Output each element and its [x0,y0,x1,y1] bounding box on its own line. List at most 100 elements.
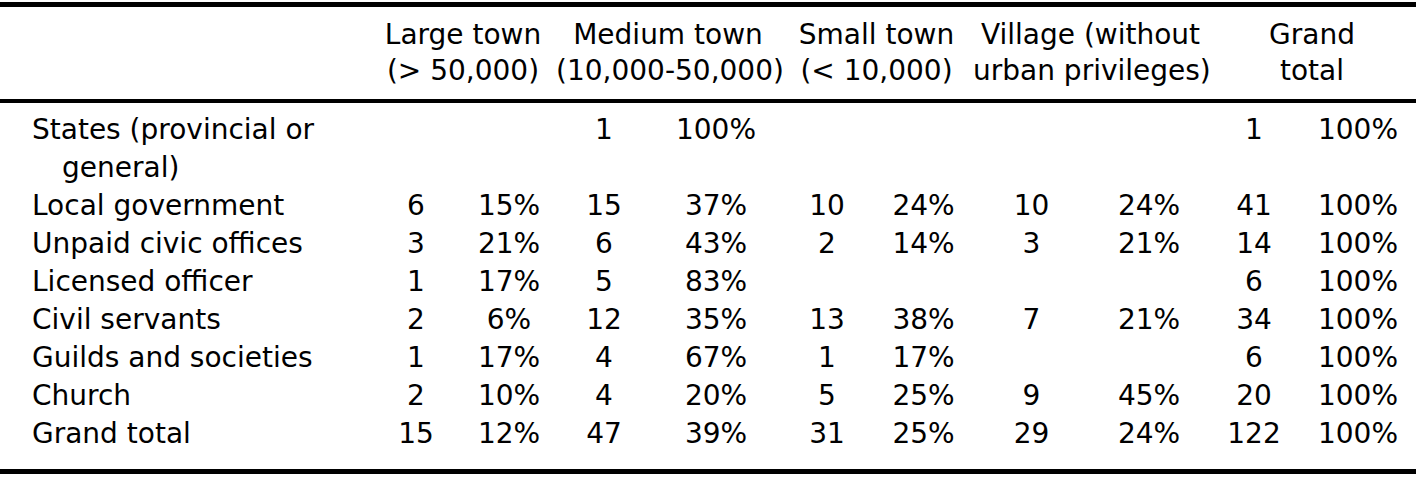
column-header-village: Village (without urban privileges) [973,5,1208,102]
row-label: Guilds and societies [0,339,370,377]
small-town-pct-cell: 38% [874,301,973,339]
large-town-pct-cell: 21% [462,225,556,263]
grand-total-pct-cell: 100% [1300,339,1416,377]
large-town-count-cell: 1 [370,263,462,301]
grand-total-count-cell: 20 [1208,377,1300,415]
grand-total-pct-cell: 100% [1300,301,1416,339]
row-local-government: Local government 6 15% 15 37% 10 24% 10 … [0,187,1416,225]
column-header-large-town-line1: Large town [370,17,556,53]
grand-total-count-cell: 122 [1208,415,1300,472]
large-town-count-cell: 6 [370,187,462,225]
row-label: States (provincial or general) [0,101,370,187]
grand-total-count-cell: 1 [1208,101,1300,187]
column-header-small-town-line2: (< 10,000) [780,53,973,89]
large-town-pct-cell: 17% [462,263,556,301]
small-town-pct-cell: 24% [874,187,973,225]
corner-header-cell [0,5,370,102]
medium-town-pct-cell: 37% [652,187,780,225]
grand-total-count-cell: 6 [1208,339,1300,377]
grand-total-pct-cell: 100% [1300,187,1416,225]
small-town-pct-cell [874,263,973,301]
village-count-cell [973,263,1090,301]
grand-total-count-cell: 41 [1208,187,1300,225]
village-pct-cell [1090,339,1208,377]
large-town-count-cell: 2 [370,301,462,339]
village-count-cell: 3 [973,225,1090,263]
row-label: Civil servants [0,301,370,339]
large-town-count-cell: 2 [370,377,462,415]
large-town-pct-cell: 10% [462,377,556,415]
village-pct-cell: 24% [1090,415,1208,472]
grand-total-count-cell: 6 [1208,263,1300,301]
grand-total-pct-cell: 100% [1300,225,1416,263]
medium-town-pct-cell: 67% [652,339,780,377]
small-town-count-cell: 10 [780,187,874,225]
small-town-count-cell [780,263,874,301]
village-count-cell [973,101,1090,187]
medium-town-pct-cell: 100% [652,101,780,187]
small-town-pct-cell [874,101,973,187]
row-states: States (provincial or general) 1 100% 1 … [0,101,1416,187]
column-header-medium-town-line1: Medium town [556,17,780,53]
medium-town-pct-cell: 20% [652,377,780,415]
village-count-cell: 10 [973,187,1090,225]
village-pct-cell: 45% [1090,377,1208,415]
village-pct-cell [1090,101,1208,187]
grand-total-pct-cell: 100% [1300,263,1416,301]
column-header-large-town: Large town (> 50,000) [370,5,556,102]
column-header-large-town-line2: (> 50,000) [370,53,556,89]
medium-town-count-cell: 4 [556,339,652,377]
column-header-grand-total-line2: total [1208,53,1416,89]
grand-total-pct-cell: 100% [1300,101,1416,187]
small-town-count-cell: 1 [780,339,874,377]
village-count-cell: 29 [973,415,1090,472]
grand-total-count-cell: 14 [1208,225,1300,263]
header-row: Large town (> 50,000) Medium town (10,00… [0,5,1416,102]
grand-total-pct-cell: 100% [1300,415,1416,472]
large-town-count-cell: 15 [370,415,462,472]
row-label: Local government [0,187,370,225]
column-header-small-town: Small town (< 10,000) [780,5,973,102]
column-header-medium-town: Medium town (10,000-50,000) [556,5,780,102]
large-town-pct-cell: 12% [462,415,556,472]
village-count-cell [973,339,1090,377]
table-body: States (provincial or general) 1 100% 1 … [0,101,1416,472]
row-civil-servants: Civil servants 2 6% 12 35% 13 38% 7 21% … [0,301,1416,339]
row-label: Grand total [0,415,370,472]
medium-town-count-cell: 6 [556,225,652,263]
village-pct-cell: 21% [1090,225,1208,263]
row-grand-total: Grand total 15 12% 47 39% 31 25% 29 24% … [0,415,1416,472]
large-town-pct-cell [462,101,556,187]
row-label: Licensed officer [0,263,370,301]
medium-town-count-cell: 47 [556,415,652,472]
small-town-pct-cell: 25% [874,377,973,415]
village-pct-cell: 24% [1090,187,1208,225]
medium-town-count-cell: 4 [556,377,652,415]
small-town-pct-cell: 14% [874,225,973,263]
large-town-count-cell [370,101,462,187]
grand-total-count-cell: 34 [1208,301,1300,339]
row-church: Church 2 10% 4 20% 5 25% 9 45% 20 100% [0,377,1416,415]
institutions-by-settlement-size-table: Large town (> 50,000) Medium town (10,00… [0,2,1416,474]
medium-town-pct-cell: 43% [652,225,780,263]
village-pct-cell: 21% [1090,301,1208,339]
small-town-count-cell: 5 [780,377,874,415]
medium-town-pct-cell: 83% [652,263,780,301]
village-count-cell: 7 [973,301,1090,339]
large-town-pct-cell: 17% [462,339,556,377]
small-town-pct-cell: 17% [874,339,973,377]
column-header-small-town-line1: Small town [780,17,973,53]
village-pct-cell [1090,263,1208,301]
medium-town-count-cell: 5 [556,263,652,301]
row-label: Unpaid civic offices [0,225,370,263]
small-town-count-cell: 31 [780,415,874,472]
small-town-count-cell: 13 [780,301,874,339]
large-town-count-cell: 1 [370,339,462,377]
table-header: Large town (> 50,000) Medium town (10,00… [0,5,1416,102]
medium-town-count-cell: 1 [556,101,652,187]
row-unpaid-civic-offices: Unpaid civic offices 3 21% 6 43% 2 14% 3… [0,225,1416,263]
grand-total-pct-cell: 100% [1300,377,1416,415]
column-header-grand-total: Grand total [1208,5,1416,102]
row-label: Church [0,377,370,415]
small-town-pct-cell: 25% [874,415,973,472]
